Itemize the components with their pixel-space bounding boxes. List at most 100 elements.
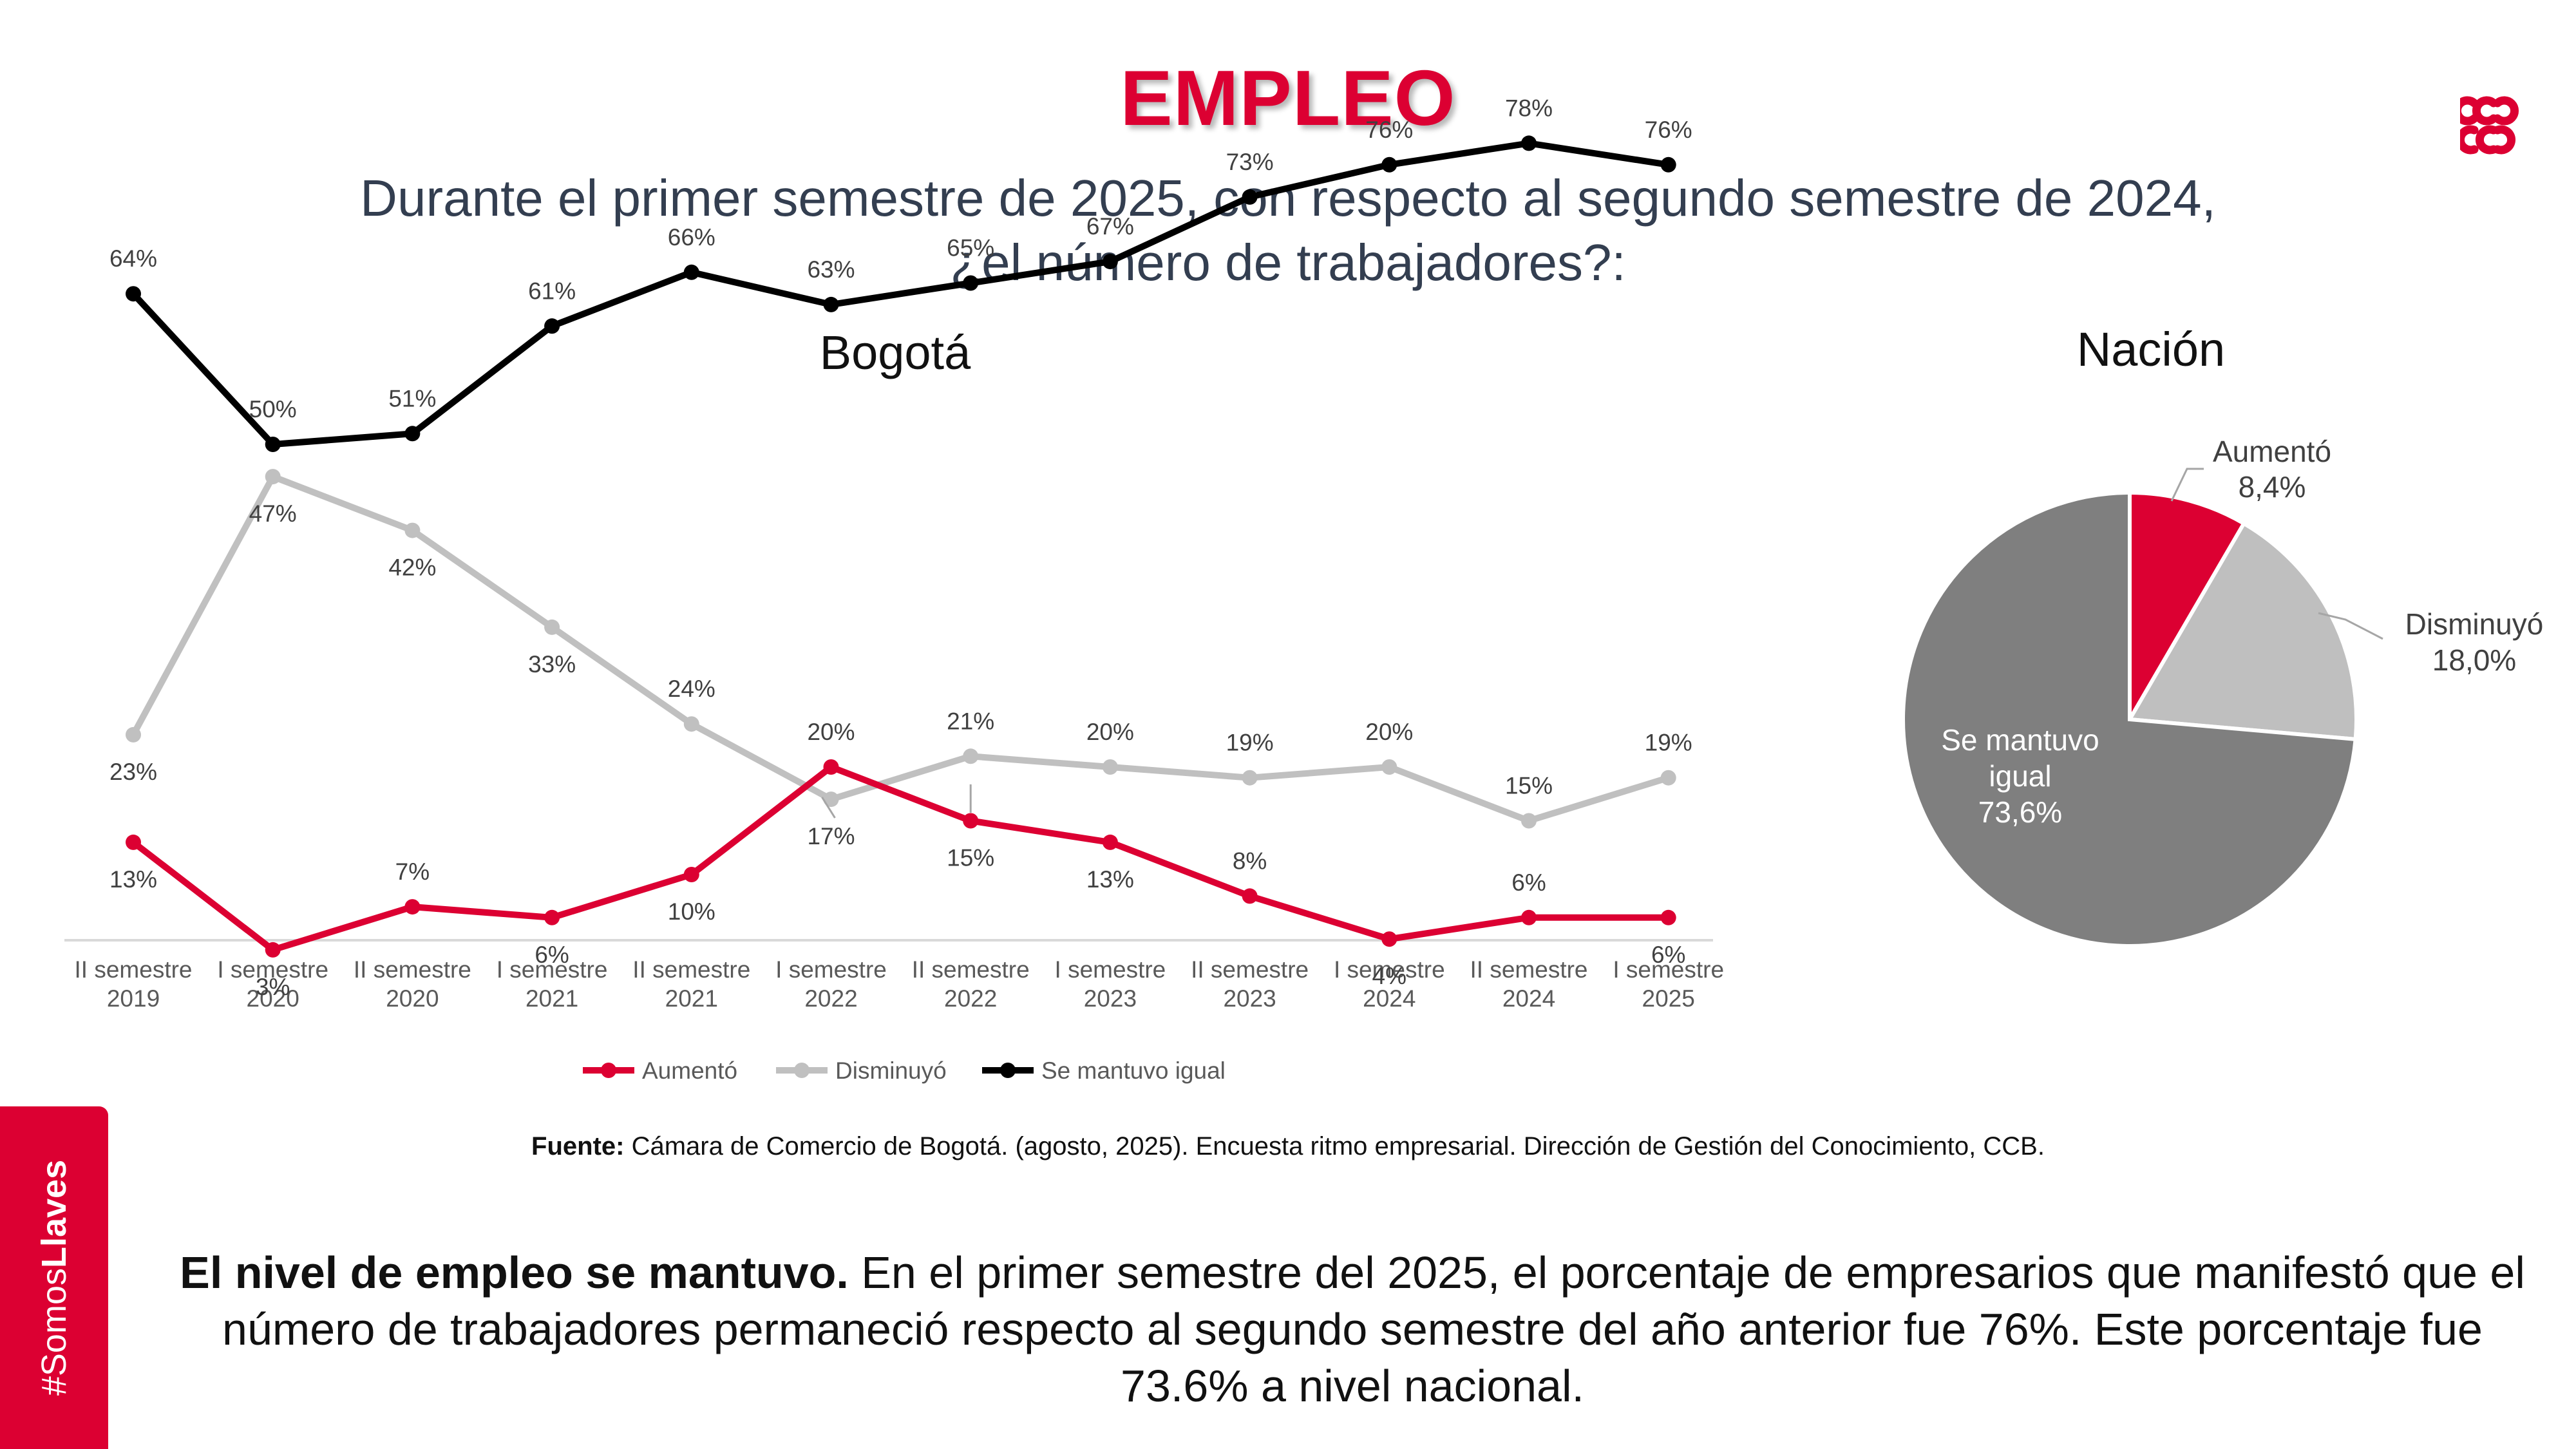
pie-label-igual: Se mantuvo: [1941, 723, 2099, 757]
x-tick-label: 2023: [1223, 985, 1276, 1012]
source-text: Cámara de Comercio de Bogotá. (agosto, 2…: [624, 1132, 2045, 1160]
data-point-disminuyo: [1381, 759, 1397, 775]
data-label-igual: 63%: [807, 256, 855, 283]
legend-label-aumento: Aumentó: [642, 1057, 737, 1084]
data-label-disminuyo: 33%: [528, 651, 576, 677]
data-point-disminuyo: [683, 716, 699, 732]
pie-value-aumento: 8,4%: [2239, 470, 2306, 504]
pie-leader-aumento: [2170, 468, 2204, 502]
data-point-aumento: [963, 813, 979, 829]
data-label-disminuyo: 19%: [1226, 730, 1274, 756]
pie-label-disminuyo: Disminuyó: [2405, 607, 2544, 641]
x-tick-label: II semestre: [1191, 956, 1309, 983]
legend-label-igual: Se mantuvo igual: [1041, 1057, 1226, 1084]
data-label-igual: 76%: [1645, 117, 1692, 143]
data-label-disminuyo: 24%: [668, 676, 715, 702]
data-label-igual: 67%: [1086, 213, 1134, 240]
data-label-aumento: 6%: [1651, 942, 1685, 968]
x-tick-label: II semestre: [912, 956, 1030, 983]
data-label-disminuyo: 15%: [1505, 773, 1553, 799]
x-tick-label: I semestre: [217, 956, 328, 983]
source-label: Fuente:: [531, 1132, 625, 1160]
pie-slice-igual: [1901, 490, 2358, 948]
data-label-disminuyo: 20%: [1365, 719, 1413, 745]
data-label-aumento: 15%: [947, 845, 994, 871]
data-label-aumento: 20%: [807, 719, 855, 745]
x-tick-label: II semestre: [75, 956, 193, 983]
x-tick-label: 2024: [1502, 985, 1555, 1012]
subtitle-line-2: ¿el número de trabajadores?:: [950, 234, 1626, 291]
data-point-aumento: [544, 909, 560, 925]
x-tick-label: 2021: [665, 985, 718, 1012]
data-point-disminuyo: [1102, 759, 1118, 775]
subtitle-line-1: Durante el primer semestre de 2025, con …: [360, 169, 2216, 227]
data-point-igual: [544, 318, 560, 334]
data-point-disminuyo: [963, 748, 979, 764]
pie-value-disminuyo: 18,0%: [2432, 643, 2516, 677]
data-point-igual: [1102, 254, 1118, 270]
x-tick-label: II semestre: [632, 956, 750, 983]
data-label-disminuyo: 42%: [388, 554, 436, 581]
data-label-disminuyo: 20%: [1086, 719, 1134, 745]
data-label-aumento: 10%: [668, 898, 715, 925]
x-tick-label: 2020: [247, 985, 299, 1012]
legend-marker-disminuyo: [794, 1063, 810, 1078]
data-point-aumento: [126, 834, 141, 850]
data-label-igual: 50%: [249, 396, 297, 422]
data-point-igual: [683, 264, 699, 280]
data-point-igual: [1521, 135, 1537, 151]
data-point-aumento: [683, 867, 699, 882]
data-point-aumento: [823, 759, 839, 775]
data-point-igual: [126, 286, 141, 302]
conclusion-text: El nivel de empleo se mantuvo. En el pri…: [167, 1244, 2537, 1414]
x-tick-label: I semestre: [775, 956, 887, 983]
legend-label-disminuyo: Disminuyó: [835, 1057, 947, 1084]
data-point-disminuyo: [404, 522, 421, 538]
data-point-igual: [963, 275, 979, 291]
x-tick-label: 2022: [804, 985, 857, 1012]
data-point-igual: [1381, 156, 1397, 173]
pie-label-igual: igual: [1989, 759, 2051, 793]
pie-leader-disminuyo: [2318, 612, 2383, 640]
data-label-aumento: 13%: [109, 866, 157, 893]
data-point-disminuyo: [1521, 813, 1537, 829]
legend-marker-aumento: [601, 1063, 616, 1078]
data-label-aumento: 3%: [256, 974, 290, 1000]
data-label-igual: 64%: [109, 245, 157, 272]
data-point-aumento: [1102, 834, 1118, 850]
data-label-igual: 61%: [528, 278, 576, 304]
data-label-disminuyo: 17%: [807, 823, 855, 849]
data-label-aumento: 6%: [1511, 869, 1546, 896]
page-title: EMPLEO: [1120, 54, 1456, 142]
source-note: Fuente: Cámara de Comercio de Bogotá. (a…: [0, 1132, 2576, 1161]
data-label-aumento: 6%: [535, 942, 569, 968]
data-point-disminuyo: [544, 619, 560, 635]
data-label-disminuyo: 21%: [947, 708, 994, 734]
ccb-logo-icon: [2460, 96, 2519, 155]
bogota-chart-title: Bogotá: [819, 326, 971, 379]
data-point-disminuyo: [1242, 770, 1258, 786]
conclusion-bold: El nivel de empleo se mantuvo.: [180, 1247, 849, 1298]
data-point-disminuyo: [126, 726, 141, 743]
pie-value-igual: 73,6%: [1978, 795, 2062, 829]
x-tick-label: 2019: [107, 985, 160, 1012]
data-label-disminuyo: 47%: [249, 500, 297, 527]
x-tick-label: I semestre: [1334, 956, 1445, 983]
data-point-aumento: [1521, 909, 1537, 925]
series-line-aumento: [131, 764, 1669, 953]
x-tick-label: 2025: [1642, 985, 1695, 1012]
data-label-aumento: 8%: [1233, 848, 1267, 874]
hashtag-prefix: #Somos: [35, 1268, 73, 1396]
data-point-disminuyo: [1660, 770, 1676, 786]
x-tick-label: I semestre: [497, 956, 608, 983]
x-tick-label: 2022: [944, 985, 997, 1012]
data-point-igual: [265, 437, 281, 452]
data-label-igual: 73%: [1226, 149, 1274, 175]
data-label-igual: 78%: [1505, 95, 1553, 121]
data-point-disminuyo: [823, 791, 839, 808]
nacion-chart-title: Nación: [2076, 323, 2226, 376]
data-point-aumento: [1381, 931, 1397, 947]
legend-marker-igual: [1000, 1063, 1016, 1078]
data-label-igual: 66%: [668, 224, 715, 251]
